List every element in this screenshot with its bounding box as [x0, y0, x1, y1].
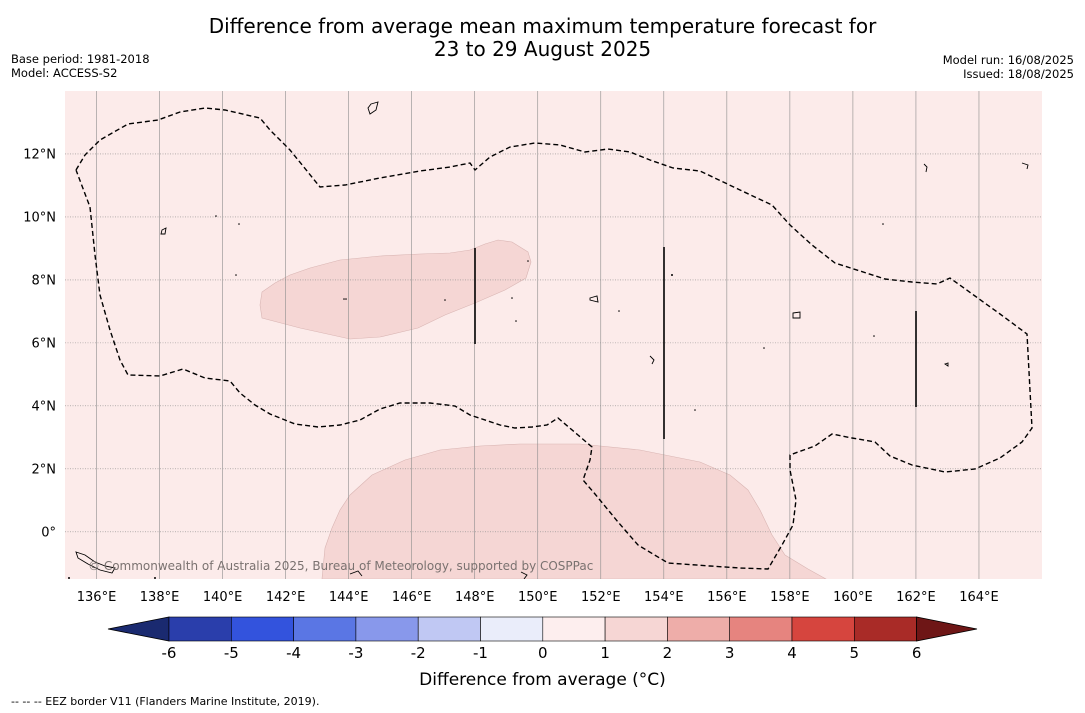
anomaly-region-south — [321, 443, 827, 579]
islet-dots — [68, 215, 884, 579]
lon-tick-label: 146°E — [392, 590, 432, 605]
colorbar-swatch — [791, 616, 855, 642]
colorbar-tick-label: 6 — [911, 644, 922, 662]
map-title-line-1: Difference from average mean maximum tem… — [208, 14, 877, 38]
colorbar-swatch — [480, 616, 544, 642]
colorbar-swatch — [542, 616, 606, 642]
lat-tick-label: 12°N — [23, 147, 56, 162]
colorbar-tick-label: -5 — [223, 644, 239, 662]
lon-tick-label: 144°E — [329, 590, 369, 605]
lon-tick-label: 136°E — [77, 590, 117, 605]
colorbar-swatch — [667, 616, 731, 642]
lon-tick-label: 154°E — [644, 590, 684, 605]
colorbar-tick-label: -4 — [286, 644, 302, 662]
lat-tick-label: 6°N — [32, 336, 57, 351]
colorbar-tick-label: 3 — [724, 644, 735, 662]
colorbar-swatch — [355, 616, 419, 642]
lon-tick-label: 142°E — [266, 590, 306, 605]
colorbar-tick-label: -3 — [348, 644, 364, 662]
lat-tick-label: 10°N — [23, 210, 56, 225]
lon-tick-label: 164°E — [959, 590, 999, 605]
colorbar-swatch — [168, 616, 232, 642]
colorbar-tick-label: 0 — [538, 644, 548, 662]
model-run-text: Model run: 16/08/2025 — [942, 53, 1074, 67]
longitude-tick-labels: 136°E 138°E 140°E 142°E 144°E 146°E 148°E 150°E… — [77, 590, 999, 605]
lon-tick-label: 162°E — [896, 590, 936, 605]
lat-tick-label: 4°N — [32, 399, 57, 414]
lon-tick-label: 152°E — [581, 590, 621, 605]
lat-tick-label: 8°N — [32, 273, 57, 288]
lon-tick-label: 148°E — [455, 590, 495, 605]
eez-border-fsm-palau — [75, 107, 1033, 570]
eez-footnote: -- -- -- EEZ border V11 (Flanders Marine… — [11, 695, 320, 708]
colorbar-tick-label: 1 — [600, 644, 610, 662]
colorbar-swatch — [604, 616, 668, 642]
colorbar-tick-label: 2 — [662, 644, 673, 662]
issued-text: Issued: 18/08/2025 — [963, 67, 1074, 81]
colorbar-tick-label: 4 — [787, 644, 797, 662]
colorbar-swatch — [231, 616, 294, 642]
colorbar-extend-high — [916, 616, 978, 642]
colorbar-title: Difference from average (°C) — [419, 670, 666, 690]
latitude-gridlines — [65, 153, 1042, 533]
colorbar-swatch — [417, 616, 481, 642]
lat-tick-label: 2°N — [32, 462, 57, 477]
base-period-text: Base period: 1981-2018 — [11, 52, 150, 66]
colorbar-tick-label: -1 — [473, 644, 488, 662]
map-title-line-2: 23 to 29 August 2025 — [433, 37, 652, 61]
copyright-text: © Commonwealth of Australia 2025, Bureau… — [88, 559, 593, 573]
colorbar-tick-label: -2 — [410, 644, 426, 662]
latitude-tick-labels: 12°N 10°N 8°N 6°N 4°N 2°N 0° — [23, 147, 56, 540]
colorbar-tick-label: 5 — [849, 644, 860, 662]
lon-tick-label: 156°E — [707, 590, 747, 605]
lon-tick-label: 158°E — [770, 590, 810, 605]
lon-tick-label: 160°E — [833, 590, 873, 605]
colorbar-tick-label: -6 — [161, 644, 177, 662]
model-text: Model: ACCESS-S2 — [11, 66, 118, 80]
colorbar-extend-low — [107, 616, 170, 642]
lon-tick-label: 140°E — [203, 590, 243, 605]
island-outlines — [75, 101, 1029, 579]
colorbar — [107, 616, 978, 642]
anomaly-region-north — [259, 239, 532, 340]
colorbar-swatch — [293, 616, 357, 642]
colorbar-swatch — [853, 616, 917, 642]
colorbar-swatch — [729, 616, 793, 642]
lat-tick-label: 0° — [41, 525, 56, 540]
lon-tick-label: 138°E — [140, 590, 180, 605]
lon-tick-label: 150°E — [518, 590, 558, 605]
